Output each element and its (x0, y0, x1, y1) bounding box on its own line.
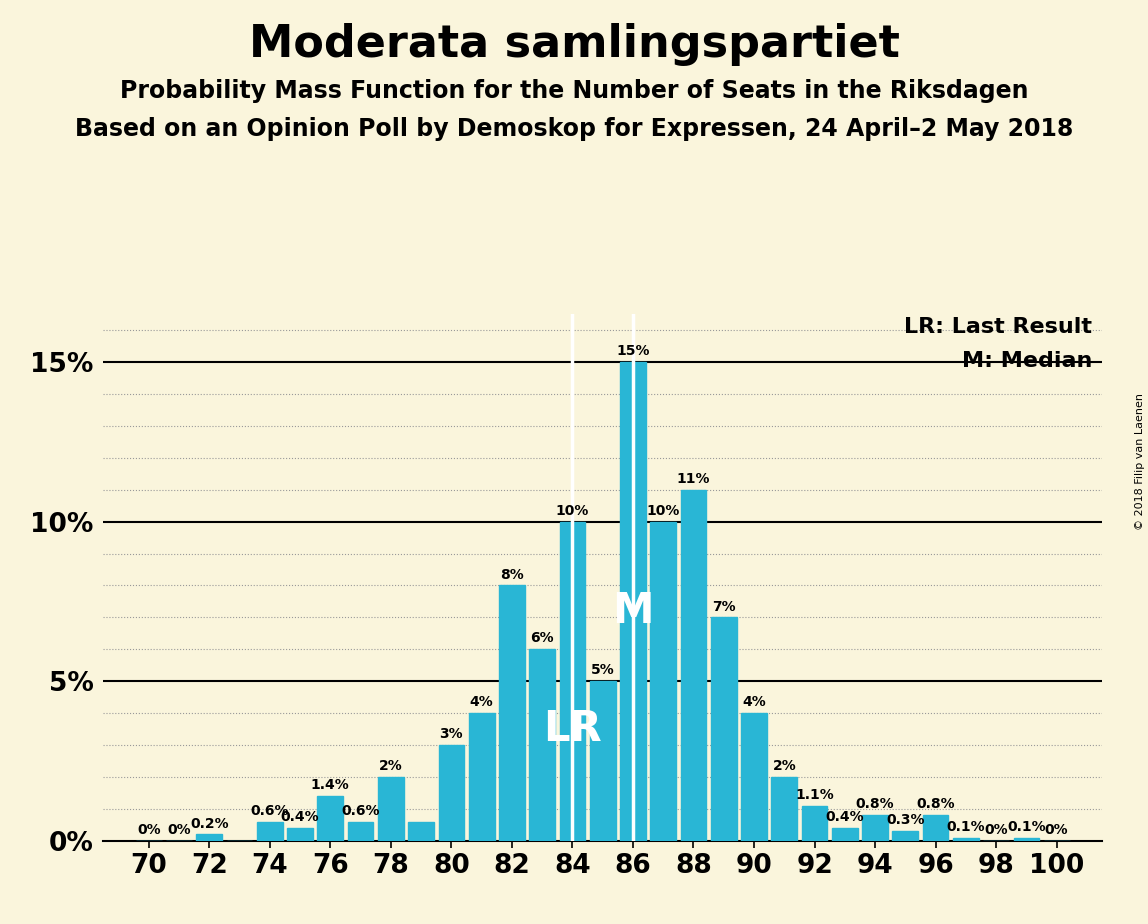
Text: LR: LR (543, 708, 602, 750)
Bar (378, 777, 404, 841)
Text: 0.8%: 0.8% (916, 797, 955, 811)
Bar (1014, 838, 1039, 841)
Bar (801, 806, 828, 841)
Bar (559, 522, 585, 841)
Bar (711, 617, 737, 841)
Text: 4%: 4% (470, 696, 494, 710)
Text: 3%: 3% (440, 727, 463, 741)
Bar (953, 838, 979, 841)
Bar (862, 815, 887, 841)
Text: M: Median: M: Median (962, 351, 1092, 371)
Bar (287, 828, 313, 841)
Bar (892, 832, 918, 841)
Bar (409, 821, 434, 841)
Text: M: M (612, 590, 653, 632)
Text: 0%: 0% (168, 823, 191, 837)
Text: 4%: 4% (742, 696, 766, 710)
Bar (651, 522, 676, 841)
Bar (468, 713, 495, 841)
Bar (529, 650, 554, 841)
Text: 0.1%: 0.1% (947, 820, 985, 833)
Text: 0%: 0% (1045, 823, 1069, 837)
Bar (923, 815, 948, 841)
Bar (681, 490, 706, 841)
Text: 0.3%: 0.3% (886, 813, 924, 827)
Bar (318, 796, 343, 841)
Text: 0.4%: 0.4% (825, 810, 864, 824)
Text: 5%: 5% (591, 663, 614, 677)
Text: Moderata samlingspartiet: Moderata samlingspartiet (249, 23, 899, 67)
Text: 0%: 0% (984, 823, 1008, 837)
Text: 10%: 10% (556, 504, 589, 517)
Bar (348, 821, 373, 841)
Text: © 2018 Filip van Laenen: © 2018 Filip van Laenen (1135, 394, 1145, 530)
Bar (439, 745, 464, 841)
Bar (620, 362, 646, 841)
Text: 2%: 2% (773, 760, 797, 773)
Text: 0.2%: 0.2% (189, 817, 228, 831)
Text: Probability Mass Function for the Number of Seats in the Riksdagen: Probability Mass Function for the Number… (119, 79, 1029, 103)
Text: 0.6%: 0.6% (341, 804, 380, 818)
Text: 7%: 7% (712, 600, 736, 614)
Text: 0%: 0% (137, 823, 161, 837)
Text: 0.4%: 0.4% (281, 810, 319, 824)
Text: 1.4%: 1.4% (311, 778, 350, 792)
Bar (257, 821, 282, 841)
Text: 10%: 10% (646, 504, 680, 517)
Text: 11%: 11% (677, 472, 711, 486)
Bar (196, 834, 222, 841)
Bar (771, 777, 797, 841)
Bar (499, 586, 525, 841)
Text: LR: Last Result: LR: Last Result (905, 317, 1092, 336)
Text: 0.8%: 0.8% (855, 797, 894, 811)
Bar (590, 681, 615, 841)
Text: 2%: 2% (379, 760, 403, 773)
Bar (832, 828, 858, 841)
Bar (742, 713, 767, 841)
Text: 8%: 8% (501, 567, 523, 581)
Text: 15%: 15% (616, 345, 650, 359)
Text: 0.6%: 0.6% (250, 804, 289, 818)
Text: Based on an Opinion Poll by Demoskop for Expressen, 24 April–2 May 2018: Based on an Opinion Poll by Demoskop for… (75, 117, 1073, 141)
Text: 6%: 6% (530, 631, 554, 646)
Text: 1.1%: 1.1% (796, 788, 833, 802)
Text: 0.1%: 0.1% (1007, 820, 1046, 833)
